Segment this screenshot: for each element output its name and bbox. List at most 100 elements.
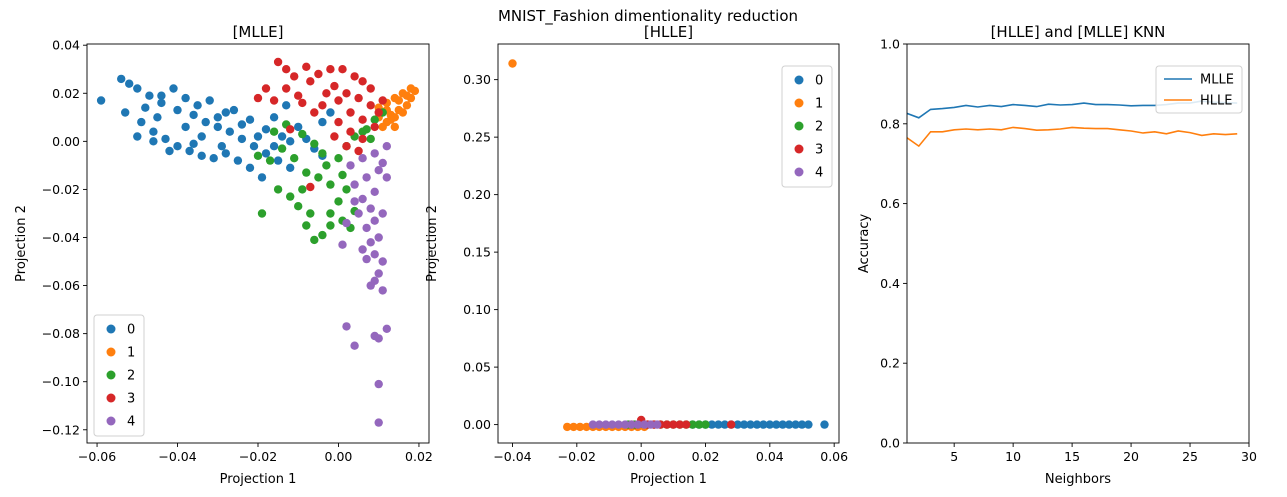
x-axis-label: Projection 1 [220,472,297,487]
scatter-point-class-2 [294,202,303,211]
y-tick-label: 0.0 [880,436,900,451]
y-tick-label: 0.4 [880,276,900,291]
scatter-point-class-3 [330,81,339,91]
scatter-point-class-3 [358,77,367,86]
scatter-point-class-0 [161,134,170,144]
scatter-point-class-2 [366,134,375,144]
scatter-point-class-0 [277,132,287,141]
scatter-point-class-3 [350,72,359,81]
scatter-point-class-0 [125,79,134,88]
scatter-point-class-2 [370,115,379,124]
scatter-point-class-0 [149,137,158,146]
scatter-point-class-2 [269,127,279,136]
scatter-point-class-3 [286,125,295,134]
scatter-point-class-1 [398,108,407,117]
scatter-point-class-4 [358,245,367,254]
scatter-point-class-3 [338,65,347,74]
scatter-point-class-0 [791,420,800,429]
scatter-point-class-2 [277,144,287,153]
y-tick-label: 0.2 [880,356,900,371]
scatter-point-class-3 [282,65,291,74]
legend: 0 1 2 3 4 [781,65,833,188]
chart-title: [HLLE] and [MLLE] KNN [991,23,1166,41]
scatter-point-class-2 [688,420,697,429]
scatter-point-class-0 [784,420,794,429]
scatter-point-class-3 [322,89,331,98]
scatter-point-class-4 [653,420,662,429]
scatter-point-class-0 [189,110,198,120]
legend-marker-4 [106,416,116,426]
scatter-point-class-4 [358,194,367,204]
scatter-point-class-1 [582,422,591,432]
x-tick-label: 5 [950,449,958,464]
scatter-point-class-2 [322,161,331,170]
legend-label-4: 4 [815,166,823,181]
scatter-point-class-4 [614,420,623,429]
scatter-point-class-0 [157,91,166,100]
scatter-point-class-0 [820,420,829,429]
y-tick-label: −0.04 [42,230,80,245]
scatter-point-class-2 [290,154,299,163]
scatter-point-class-4 [382,173,391,182]
scatter-point-class-0 [201,117,210,127]
legend-marker-1 [106,347,116,357]
scatter-point-class-4 [370,216,379,225]
x-tick-label: 15 [1064,449,1080,464]
scatter-point-class-3 [290,72,299,81]
scatter-point-class-4 [366,238,375,247]
scatter-point-class-0 [778,420,787,429]
legend-marker-0 [106,324,116,334]
scatter-point-class-0 [257,173,267,182]
y-tick-label: −0.08 [42,326,80,341]
scatter-point-class-3 [370,122,379,132]
x-tick-label: −0.04 [493,449,531,464]
legend-box [781,65,833,188]
scatter-point-class-3 [302,62,311,71]
scatter-point-class-3 [358,134,367,144]
scatter-point-class-3 [366,101,375,110]
scatter-point-class-0 [189,139,198,148]
scatter-point-class-3 [662,420,672,429]
scatter-point-class-1 [378,122,387,132]
scatter-point-class-3 [326,65,335,74]
scatter-point-class-3 [253,93,263,103]
scatter-point-class-4 [608,420,617,429]
scatter-point-class-0 [759,420,768,429]
legend-label-hlle: HLLE [1200,94,1232,109]
scatter-point-class-2 [694,420,704,429]
scatter-point-class-4 [627,420,636,429]
scatter-point-class-3 [298,98,307,108]
scatter-point-class-2 [286,192,295,201]
scatter-point-class-1 [386,115,395,124]
x-tick-label: −0.06 [78,449,116,464]
scatter-point-class-2 [298,129,307,139]
scatter-point-class-3 [378,96,387,105]
line-series-hlle [907,126,1238,148]
legend-label-1: 1 [127,346,135,361]
scatter-point-class-0 [229,105,239,115]
scatter-point-class-4 [370,187,379,196]
scatter-point-class-2 [342,185,351,194]
y-tick-label: 0.8 [880,116,900,131]
y-tick-label: 0.00 [52,134,80,149]
scatter-point-class-3 [314,69,323,79]
scatter-point-class-3 [306,182,315,192]
x-axis-label: Projection 1 [630,472,707,487]
scatter-point-class-0 [169,84,178,93]
scatter-point-class-4 [350,197,359,206]
scatter-point-class-2 [265,156,275,165]
scatter-point-class-0 [746,420,755,429]
scatter-point-class-0 [269,113,279,122]
scatter-point-class-1 [569,422,578,432]
scatter-point-class-0 [213,113,222,122]
scatter-point-class-4 [588,420,598,429]
x-tick-label: −0.04 [158,449,196,464]
scatter-point-class-4 [374,233,383,242]
scatter-point-class-4 [646,420,655,429]
x-tick-label: −0.02 [558,449,596,464]
scatter-point-class-1 [410,86,420,96]
scatter-point-class-3 [354,93,363,103]
x-tick-label: −0.02 [239,449,277,464]
plot-area [508,59,829,432]
scatter-point-class-4 [620,420,630,429]
